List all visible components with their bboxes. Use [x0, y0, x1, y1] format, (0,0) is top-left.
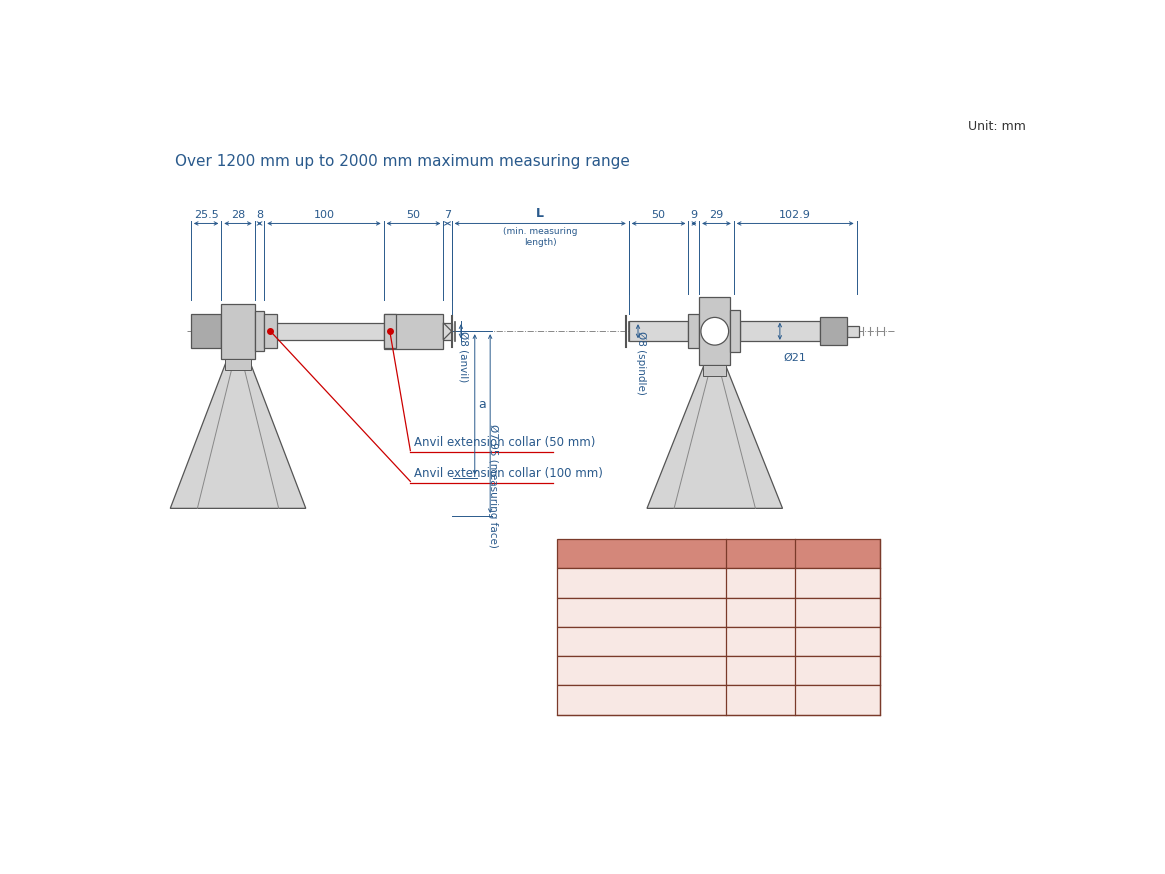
- Bar: [820, 317, 847, 345]
- Text: Ø8 (spindle): Ø8 (spindle): [636, 331, 647, 395]
- Text: L: L: [536, 206, 544, 219]
- Text: 50: 50: [651, 210, 665, 219]
- Text: Anvil extension collar (50 mm): Anvil extension collar (50 mm): [415, 436, 595, 449]
- Bar: [221, 303, 255, 359]
- Bar: [557, 656, 880, 685]
- Bar: [383, 314, 444, 349]
- Bar: [264, 315, 276, 348]
- Bar: [383, 315, 396, 348]
- Text: 1600–1800 mm: 1600–1800 mm: [564, 664, 663, 677]
- Text: 9: 9: [690, 210, 698, 219]
- Bar: [699, 297, 730, 365]
- Bar: [847, 326, 859, 336]
- Text: Unit: mm: Unit: mm: [968, 120, 1026, 133]
- Text: a: a: [479, 398, 486, 411]
- Bar: [557, 568, 880, 598]
- Text: Over 1200 mm up to 2000 mm maximum measuring range: Over 1200 mm up to 2000 mm maximum measu…: [176, 154, 630, 170]
- Polygon shape: [170, 359, 305, 509]
- Text: 1800–2000 mm: 1800–2000 mm: [564, 694, 663, 706]
- Text: Ø7.95 (measuring face): Ø7.95 (measuring face): [488, 424, 499, 547]
- Text: 50: 50: [407, 210, 421, 219]
- Text: Range: Range: [564, 547, 607, 560]
- Bar: [689, 315, 699, 348]
- Polygon shape: [444, 323, 452, 340]
- Text: Ø8 (anvil): Ø8 (anvil): [459, 331, 469, 383]
- Bar: [629, 322, 689, 341]
- Text: 1000: 1000: [744, 577, 777, 590]
- Text: 1200: 1200: [744, 606, 777, 619]
- Polygon shape: [647, 365, 783, 509]
- Text: L: L: [757, 547, 764, 560]
- Bar: [255, 311, 264, 351]
- Text: 800–900: 800–900: [811, 664, 864, 677]
- Text: 7: 7: [444, 210, 451, 219]
- Text: a: a: [834, 547, 842, 560]
- Bar: [191, 315, 221, 348]
- Text: 25.5: 25.5: [193, 210, 219, 219]
- Bar: [730, 310, 740, 352]
- Circle shape: [701, 317, 728, 345]
- Text: 900–1000: 900–1000: [806, 694, 869, 706]
- Text: 100: 100: [313, 210, 334, 219]
- Text: 1800: 1800: [744, 694, 777, 706]
- Text: 500–600: 500–600: [811, 577, 864, 590]
- Bar: [702, 365, 727, 376]
- Text: 1200–1400 mm: 1200–1400 mm: [564, 606, 663, 619]
- Text: 1400–1600 mm: 1400–1600 mm: [564, 635, 663, 648]
- Text: 700–800: 700–800: [811, 635, 864, 648]
- Text: Anvil extension collar (100 mm): Anvil extension collar (100 mm): [415, 467, 603, 480]
- Bar: [225, 359, 250, 370]
- Text: (min. measuring
length): (min. measuring length): [503, 227, 578, 246]
- Bar: [740, 322, 820, 341]
- Text: 1000–1200 mm: 1000–1200 mm: [564, 577, 663, 590]
- Bar: [264, 323, 452, 340]
- Bar: [557, 627, 880, 656]
- Bar: [557, 539, 880, 568]
- Text: 28: 28: [231, 210, 245, 219]
- Text: 1600: 1600: [744, 664, 777, 677]
- Bar: [557, 685, 880, 715]
- Bar: [557, 598, 880, 627]
- Text: 8: 8: [256, 210, 263, 219]
- Text: 600–700: 600–700: [811, 606, 864, 619]
- Text: 29: 29: [709, 210, 723, 219]
- Text: 1400: 1400: [744, 635, 777, 648]
- Text: Ø21: Ø21: [784, 353, 806, 363]
- Text: 102.9: 102.9: [779, 210, 811, 219]
